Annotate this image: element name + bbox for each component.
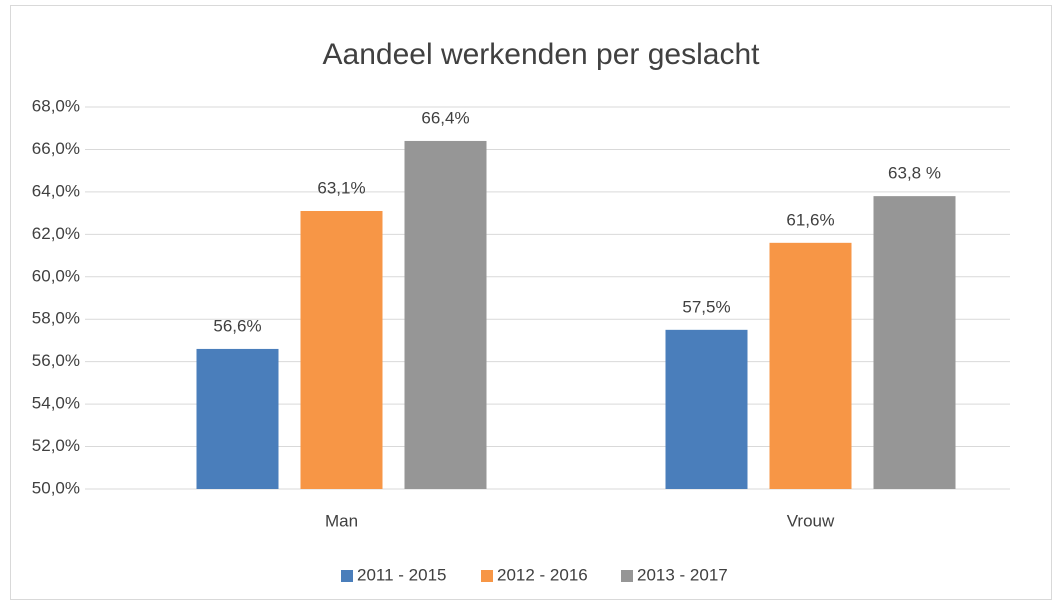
y-tick-label: 60,0% [32, 266, 80, 285]
y-tick-label: 66,0% [32, 139, 80, 158]
legend-swatch [481, 570, 493, 582]
legend-label: 2012 - 2016 [497, 565, 588, 584]
legend-swatch [621, 570, 633, 582]
y-tick-label: 58,0% [32, 309, 80, 328]
y-tick-label: 62,0% [32, 224, 80, 243]
y-tick-label: 50,0% [32, 478, 80, 497]
bar [769, 242, 852, 489]
legend-swatch [341, 570, 353, 582]
y-tick-label: 52,0% [32, 436, 80, 455]
data-label: 63,8 % [888, 164, 941, 183]
bar [300, 210, 383, 489]
y-tick-label: 54,0% [32, 394, 80, 413]
y-tick-label: 56,0% [32, 351, 80, 370]
data-label: 56,6% [213, 316, 261, 335]
x-tick-label: Vrouw [787, 511, 835, 530]
y-tick-label: 64,0% [32, 181, 80, 200]
data-label: 66,4% [421, 108, 469, 127]
data-label: 63,1% [317, 178, 365, 197]
data-label: 61,6% [786, 210, 834, 229]
bar [196, 348, 279, 489]
bar [404, 140, 487, 489]
chart-title: Aandeel werkenden per geslacht [323, 38, 761, 71]
x-tick-label: Man [325, 511, 358, 530]
bar [665, 329, 748, 489]
legend-label: 2011 - 2015 [357, 565, 446, 584]
legend-label: 2013 - 2017 [637, 565, 728, 584]
y-tick-label: 68,0% [32, 96, 80, 115]
data-label: 57,5% [682, 297, 730, 316]
bar [873, 196, 956, 489]
